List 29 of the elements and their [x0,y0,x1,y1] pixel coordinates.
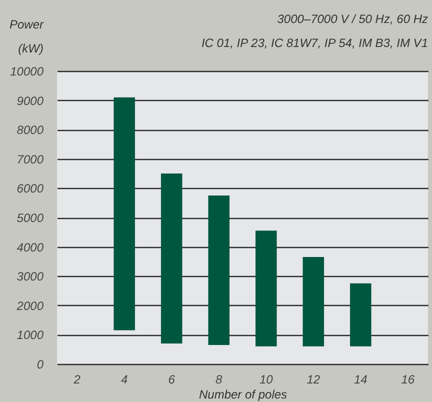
x-tick-label: 6 [168,372,176,386]
y-tick-label: 10000 [10,64,44,78]
y-tick-label: 8000 [16,123,44,138]
bar [160,174,182,344]
chart-subtitle: IC 01, IP 23, IC 81W7, IP 54, IM B3, IM V1 [201,36,428,50]
y-tick-label: 6000 [16,182,44,196]
x-tick-label: 14 [354,372,368,386]
bar [208,196,230,345]
y-tick-label: 5000 [16,211,44,225]
y-tick-label: 4000 [16,240,44,254]
chart-title: 3000–7000 V / 50 Hz, 60 Hz [277,12,428,26]
y-tick-label: 0 [36,358,44,372]
bar [302,257,324,346]
y-tick-label: 2000 [16,298,44,313]
x-tick-label: 2 [72,372,81,386]
y-tick-label: 3000 [16,270,44,284]
y-tick-label: 7000 [16,152,44,166]
x-axis-title: Number of poles [198,388,288,402]
x-tick-label: 10 [259,372,274,386]
bar [114,97,135,330]
bar [255,230,277,346]
y-axis-title: Power (kW) [9,18,44,56]
bar [350,283,372,346]
x-tick-label: 12 [306,372,320,386]
x-tick-label: 4 [121,372,128,386]
y-tick-label: 9000 [16,94,44,108]
x-tick-label: 16 [401,372,415,386]
x-tick-label: 8 [216,372,223,386]
y-tick-label: 1000 [16,328,44,342]
